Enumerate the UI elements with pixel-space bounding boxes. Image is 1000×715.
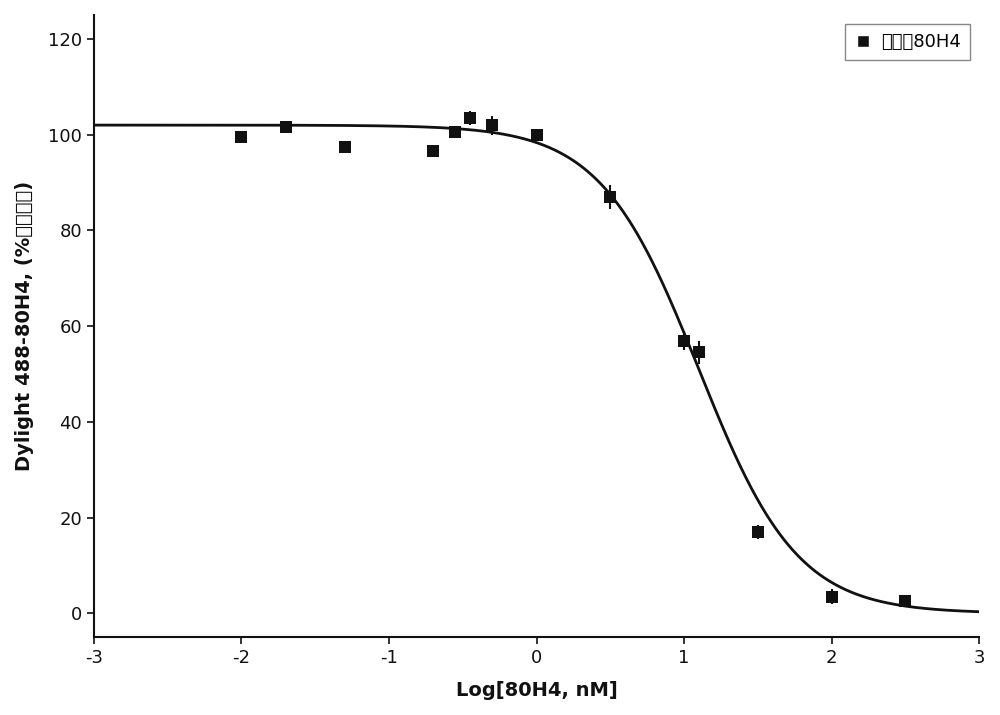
Legend: 非标记80H4: 非标记80H4 xyxy=(845,24,970,60)
Y-axis label: Dylight 488-80H4, (%最大结合): Dylight 488-80H4, (%最大结合) xyxy=(15,181,34,471)
X-axis label: Log[80H4, nM]: Log[80H4, nM] xyxy=(456,681,617,700)
